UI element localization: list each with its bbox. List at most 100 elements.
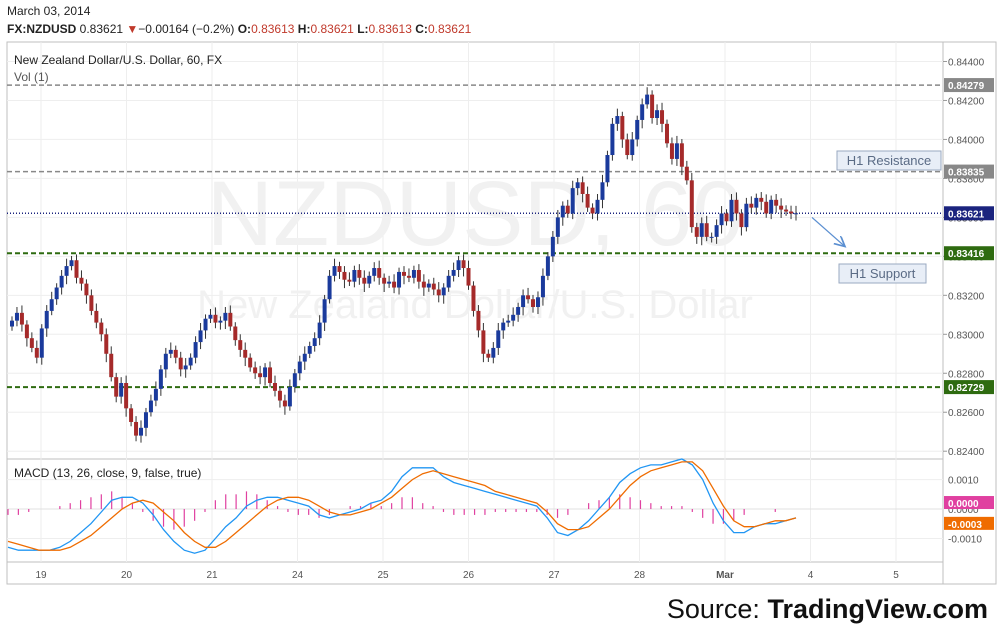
candle-down bbox=[749, 203, 754, 208]
time-axis[interactable] bbox=[6, 561, 944, 585]
candle-up bbox=[263, 367, 268, 378]
candle-down bbox=[471, 285, 476, 311]
candle-down bbox=[779, 205, 784, 210]
candle-up bbox=[615, 116, 620, 124]
candle-up bbox=[540, 275, 545, 298]
price-axis[interactable] bbox=[942, 41, 997, 585]
candle-down bbox=[684, 166, 689, 181]
candle-down bbox=[89, 295, 94, 311]
candle-down bbox=[585, 193, 590, 208]
candle-down bbox=[213, 314, 218, 323]
time-tick-label: 20 bbox=[121, 570, 133, 581]
candle-up bbox=[223, 312, 228, 321]
candle-up bbox=[595, 199, 600, 214]
price-tick-label: 0.83200 bbox=[948, 291, 985, 302]
candle-up bbox=[39, 328, 44, 358]
candle-up bbox=[630, 139, 635, 156]
candle-down bbox=[759, 197, 764, 202]
price-tick-label: 0.83000 bbox=[948, 330, 985, 341]
candle-up bbox=[560, 205, 565, 218]
annotations: H1 Resistance H1 Support bbox=[811, 150, 942, 284]
price-lines: 0.84279 0.83835 0.83621 0.83416 0.82729 bbox=[7, 78, 994, 395]
candle-up bbox=[168, 349, 173, 354]
candle-down bbox=[431, 283, 436, 290]
candle-down bbox=[24, 324, 29, 339]
candle-up bbox=[44, 310, 49, 329]
candle-up bbox=[143, 412, 148, 428]
candle-up bbox=[640, 104, 645, 120]
price-change: −0.00164 (−0.2%) bbox=[138, 22, 235, 36]
candle-up bbox=[441, 287, 446, 296]
macd-value-tag bbox=[944, 516, 994, 530]
level-label: 0.83416 bbox=[948, 249, 985, 260]
candle-up bbox=[575, 182, 580, 189]
time-tick-labels: 19 20 21 24 25 26 27 28 Mar 4 5 bbox=[35, 570, 899, 581]
time-tick-label: 24 bbox=[292, 570, 304, 581]
candle-up bbox=[600, 182, 605, 200]
candle-up bbox=[446, 275, 451, 288]
candle-up bbox=[139, 427, 144, 436]
candle-up bbox=[292, 373, 297, 387]
candle-down bbox=[789, 211, 794, 214]
candle-up bbox=[535, 297, 540, 308]
level-label: 0.82729 bbox=[948, 383, 985, 394]
low-value: 0.83613 bbox=[368, 22, 412, 36]
candle-down bbox=[79, 277, 84, 284]
candle-up bbox=[729, 199, 734, 222]
candle-up bbox=[570, 188, 575, 214]
candle-up bbox=[297, 361, 302, 374]
down-arrow-icon: ▼ bbox=[126, 22, 139, 36]
candle-up bbox=[119, 383, 124, 397]
source-credit: Source: TradingView.com bbox=[667, 594, 988, 625]
candle-up bbox=[312, 338, 317, 346]
candle-down bbox=[734, 199, 739, 214]
candle-down bbox=[357, 269, 362, 278]
time-tick-label: 28 bbox=[634, 570, 646, 581]
candle-up bbox=[635, 119, 640, 140]
candle-up bbox=[49, 299, 54, 311]
candle-up bbox=[367, 275, 372, 284]
candle-down bbox=[19, 312, 24, 325]
candle-down bbox=[29, 338, 34, 348]
candle-up bbox=[645, 94, 650, 105]
candle-up bbox=[387, 281, 392, 284]
candle-up bbox=[516, 307, 521, 315]
candle-up bbox=[397, 271, 402, 288]
candle-up bbox=[69, 260, 74, 267]
candle-up bbox=[332, 266, 337, 276]
candle-down bbox=[421, 281, 426, 288]
symbol[interactable]: FX:NZDUSD bbox=[7, 22, 77, 36]
candle-up bbox=[193, 342, 198, 358]
open-label: O: bbox=[237, 22, 252, 36]
candle-up bbox=[744, 203, 749, 228]
candle-down bbox=[660, 110, 665, 124]
macd-tick-label: 0.0010 bbox=[948, 476, 979, 487]
candle-down bbox=[243, 349, 248, 358]
signal-line bbox=[7, 461, 797, 551]
macd-value-tag bbox=[944, 496, 994, 510]
candle-down bbox=[764, 201, 769, 214]
candle-up bbox=[64, 266, 69, 276]
candle-down bbox=[99, 322, 104, 335]
candle-down bbox=[436, 289, 441, 296]
candle-down bbox=[402, 271, 406, 276]
volume-label: Vol (1) bbox=[14, 70, 49, 84]
candle-up bbox=[163, 353, 168, 370]
candle-down bbox=[406, 275, 411, 278]
macd-indicator: 0.0000 -0.0003 bbox=[7, 458, 994, 554]
candle-down bbox=[173, 349, 178, 358]
macd-title: MACD (13, 26, close, 9, false, true) bbox=[14, 466, 201, 480]
main-pane[interactable] bbox=[6, 41, 944, 460]
chart-title: New Zealand Dollar/U.S. Dollar, 60, FX bbox=[14, 53, 222, 67]
candle-down bbox=[104, 334, 109, 354]
candle-up bbox=[59, 275, 64, 288]
price-tick-label: 0.83800 bbox=[948, 174, 985, 185]
close-label: C: bbox=[415, 22, 428, 36]
candle-down bbox=[337, 266, 342, 272]
candle-down bbox=[268, 367, 273, 384]
annotation-text: H1 Resistance bbox=[847, 153, 932, 168]
candle-down bbox=[580, 182, 585, 194]
annotation-box bbox=[836, 150, 942, 171]
candle-down bbox=[565, 205, 570, 214]
